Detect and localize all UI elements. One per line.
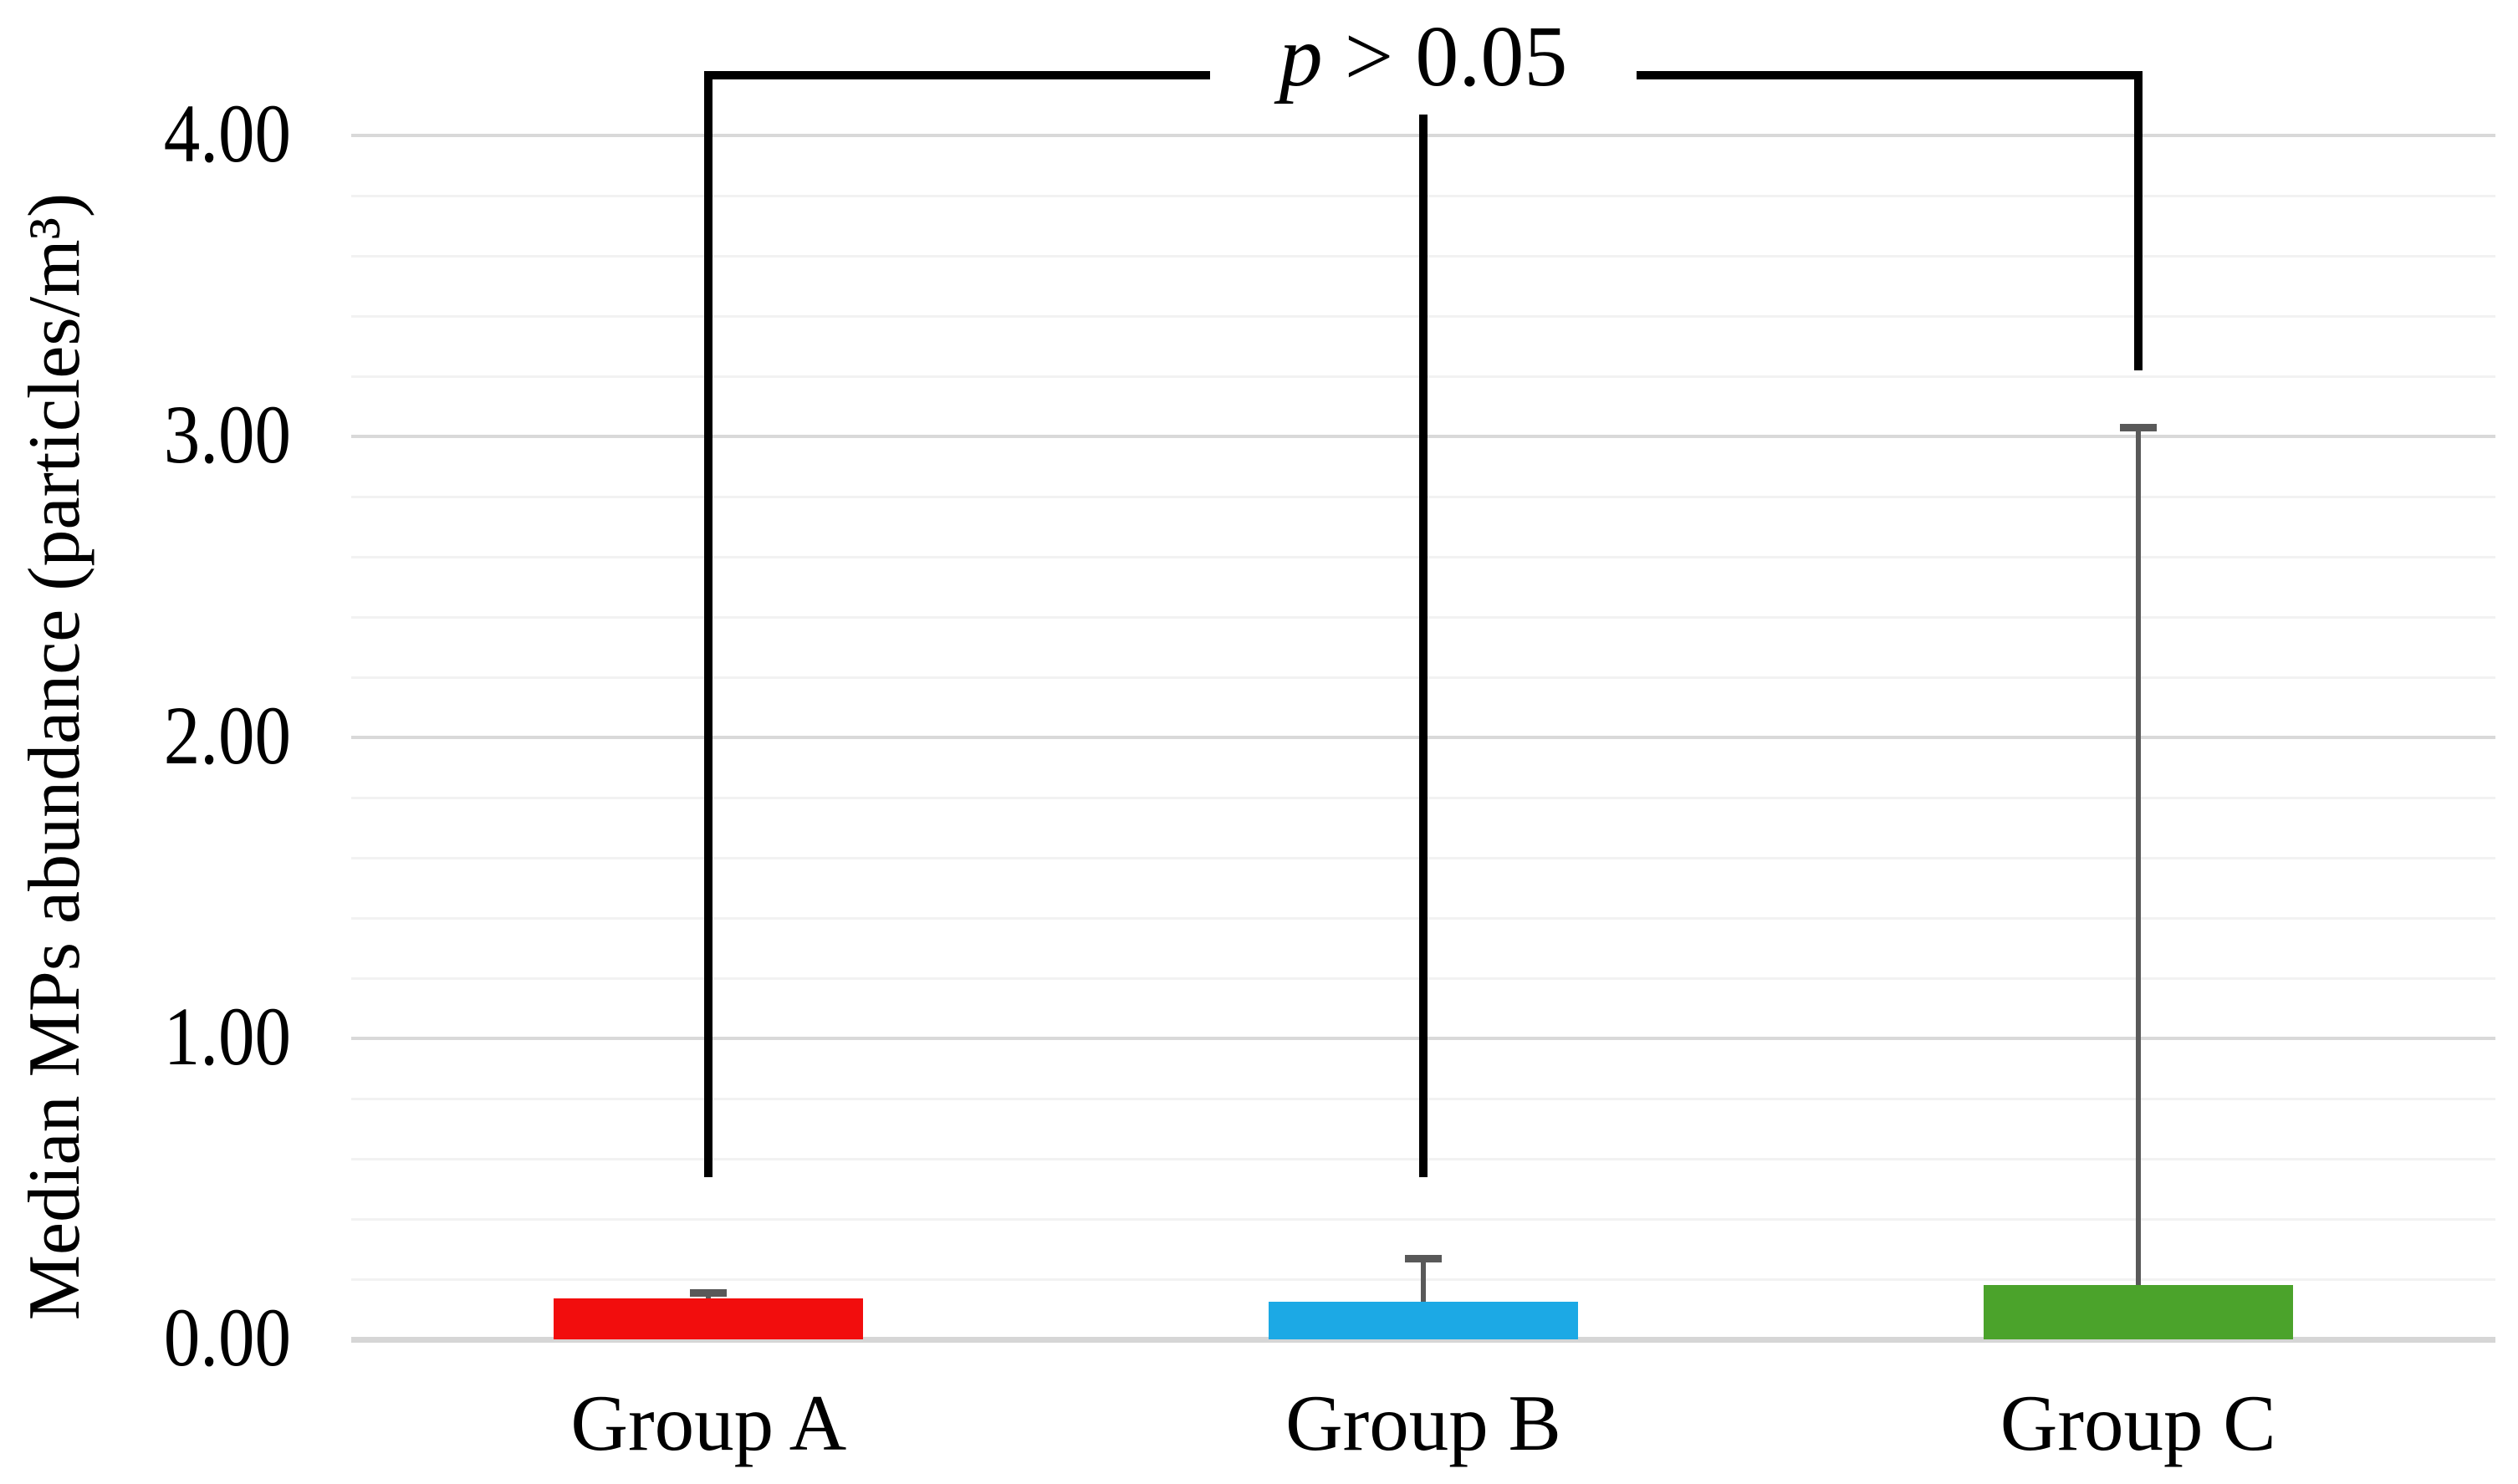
significance-comparison-text: > 0.05	[1322, 8, 1568, 105]
x-category-label: Group B	[1285, 1379, 1561, 1467]
significance-bracket-vertical-left	[704, 71, 713, 1177]
error-bar-stem	[2135, 427, 2141, 1286]
error-bar-cap	[690, 1289, 728, 1298]
x-axis-line	[351, 1337, 2495, 1343]
significance-bracket-horizontal-left	[708, 71, 1210, 79]
significance-bracket-vertical-middle	[1419, 114, 1428, 1177]
bar-group-a	[554, 1298, 864, 1339]
error-bar-cap	[2119, 424, 2157, 432]
significance-p-symbol: p	[1279, 8, 1323, 105]
y-tick-label: 1.00	[163, 990, 291, 1083]
y-tick-label: 3.00	[163, 388, 291, 481]
significance-bracket-horizontal-right	[1637, 71, 2138, 79]
error-bar-cap	[1405, 1254, 1442, 1262]
y-tick-label: 4.00	[163, 87, 291, 180]
minor-gridline	[351, 1218, 2495, 1221]
significance-bracket-vertical-right	[2133, 71, 2143, 370]
x-category-label: Group C	[2000, 1379, 2276, 1467]
error-bar-stem	[1421, 1257, 1426, 1302]
y-tick-label: 2.00	[163, 689, 291, 782]
bar-group-b	[1269, 1302, 1578, 1339]
significance-label: p > 0.05	[1264, 12, 1583, 102]
x-category-label: Group A	[570, 1379, 847, 1467]
bar-group-c	[1983, 1285, 2293, 1339]
y-tick-label: 0.00	[163, 1291, 291, 1384]
